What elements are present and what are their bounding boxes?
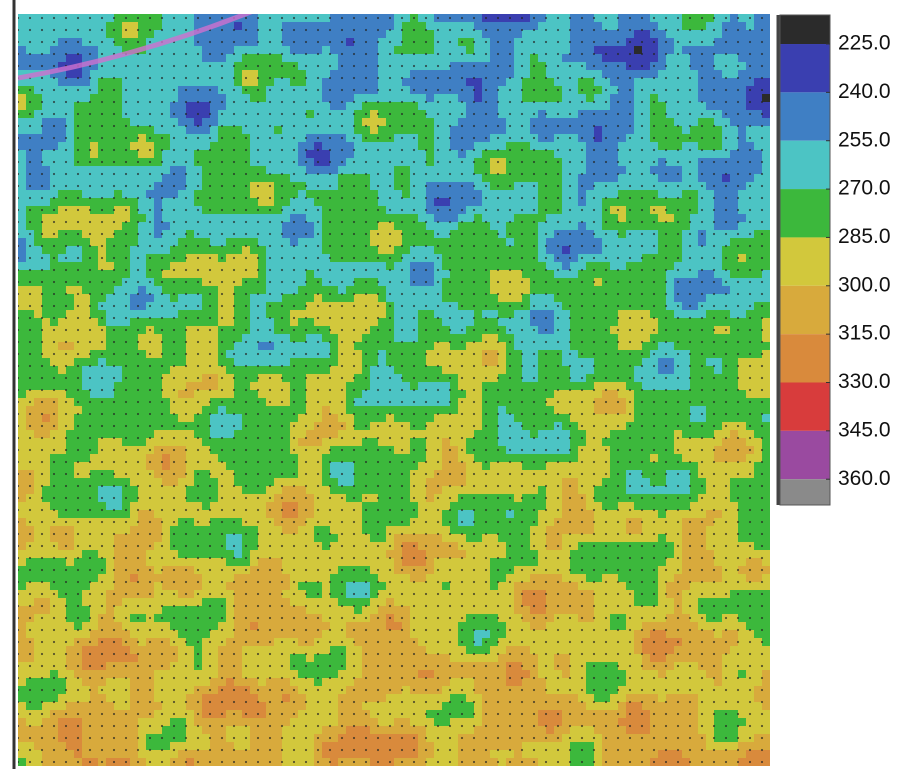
page: 225.0240.0255.0270.0285.0300.0315.0330.0… (12, 0, 891, 769)
